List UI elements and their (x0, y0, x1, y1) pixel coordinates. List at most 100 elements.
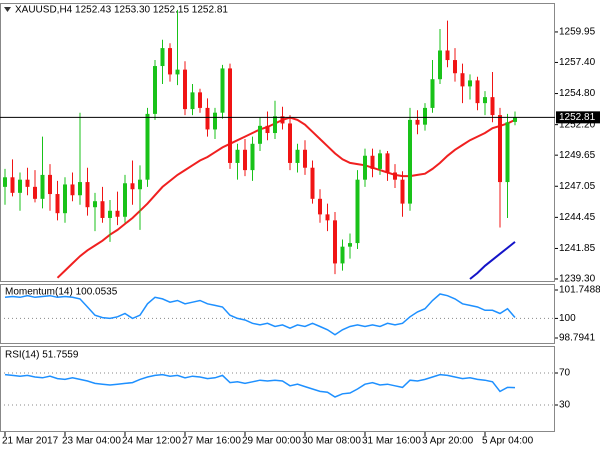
y-tick-label: 70 (559, 368, 571, 379)
y-tick-label: 1259.95 (559, 27, 596, 38)
candle-body (400, 179, 405, 204)
candle-body (18, 179, 22, 193)
momentum-title: Momentum(14) 100.0535 (5, 287, 118, 298)
candle-body (475, 80, 480, 104)
candle-body (408, 119, 412, 204)
candle-body (288, 123, 292, 163)
candle-body (138, 179, 142, 190)
menu-icon (4, 7, 11, 12)
candle-body (205, 107, 210, 130)
candle-body (10, 177, 15, 193)
moving-average (56, 116, 516, 279)
candle-body (33, 186, 37, 199)
candle-body (108, 210, 112, 218)
y-tick-label: 101.7488 (559, 285, 600, 296)
candle-body (115, 210, 120, 217)
rsi-title: RSI(14) 51.7559 (5, 350, 79, 361)
x-tick-label: 23 Mar 04:00 (62, 436, 121, 447)
y-tick-label: 30 (559, 400, 571, 411)
candle-body (363, 155, 367, 180)
candle-body (25, 179, 30, 187)
candle-body (213, 112, 217, 130)
candle-body (85, 182, 90, 208)
candle-body (438, 50, 442, 80)
y-tick-label: 1241.85 (559, 243, 596, 254)
candle-body (483, 97, 487, 104)
current-price-box (556, 111, 600, 124)
x-tick-label: 3 Apr 20:00 (422, 436, 474, 447)
candle-body (303, 149, 307, 168)
candle-body (333, 220, 337, 264)
candle-body (385, 153, 390, 173)
chart-title: XAUUSD,H4 1252.43 1253.30 1252.15 1252.8… (15, 5, 228, 16)
candle-body (265, 125, 270, 134)
x-tick-label: 5 Apr 04:00 (482, 436, 534, 447)
candle-body (295, 149, 300, 163)
rsi-panel (0, 346, 555, 432)
candle-body (258, 125, 262, 144)
candle-body (355, 179, 360, 244)
candle-body (498, 115, 502, 183)
y-tick-label: 1257.40 (559, 57, 596, 68)
y-tick-label: 1239.30 (559, 274, 596, 285)
candle-body (318, 198, 322, 215)
candle-body (123, 183, 127, 217)
x-tick-label: 31 Mar 16:00 (362, 436, 421, 447)
candle-body (48, 174, 52, 195)
candle-body (160, 48, 165, 67)
candle-body (370, 155, 375, 169)
candle-body (415, 119, 420, 125)
y-tick-label: 1247.05 (559, 181, 596, 192)
candle-body (340, 246, 345, 264)
y-tick-label: 1254.80 (559, 88, 596, 99)
candle-body (460, 73, 465, 87)
candle-body (250, 143, 255, 171)
y-tick-label: 1252.20 (559, 119, 596, 130)
momentum-panel (0, 284, 555, 344)
indicator-line (4, 373, 516, 398)
candle-body (153, 66, 157, 114)
candle-body (3, 177, 7, 187)
candle-body (70, 184, 75, 196)
candle-body (130, 183, 135, 190)
candle-body (490, 97, 495, 116)
candle-body (228, 68, 232, 163)
candle-body (198, 92, 202, 108)
y-tick-label: 1244.45 (559, 212, 596, 223)
candle-body (513, 117, 517, 122)
candle-body (348, 243, 352, 247)
candle-body (393, 172, 397, 180)
candle-body (430, 79, 435, 108)
candle-body (235, 149, 240, 163)
candle-body (378, 153, 382, 169)
y-tick-label: 98.7941 (559, 333, 596, 344)
candle-body (55, 194, 60, 214)
current-price-label: 1252.81 (559, 112, 596, 123)
candle-body (453, 60, 457, 74)
candle-body (220, 68, 225, 113)
x-tick-label: 27 Mar 16:00 (182, 436, 241, 447)
x-tick-label: 24 Mar 12:00 (122, 436, 181, 447)
candle-body (175, 69, 180, 75)
candle-body (423, 107, 427, 125)
y-tick-label: 1249.65 (559, 150, 596, 161)
x-tick-label: 30 Mar 08:00 (302, 436, 361, 447)
x-tick-label: 29 Mar 00:00 (242, 436, 301, 447)
moving-average (469, 241, 516, 280)
candle-body (168, 48, 172, 75)
candle-body (183, 69, 187, 110)
y-tick-label: 100 (559, 313, 576, 324)
indicator-line (4, 293, 516, 336)
candle-body (445, 50, 450, 61)
candle-body (78, 182, 82, 196)
candle-body (190, 92, 195, 110)
candle-body (310, 167, 315, 199)
x-tick-label: 21 Mar 2017 (2, 436, 59, 447)
price-overlays (56, 116, 516, 280)
candle-body (100, 201, 105, 218)
candle-body (505, 122, 510, 183)
candle-body (280, 116, 285, 124)
candle-body (40, 174, 45, 199)
candle-body (243, 149, 247, 171)
